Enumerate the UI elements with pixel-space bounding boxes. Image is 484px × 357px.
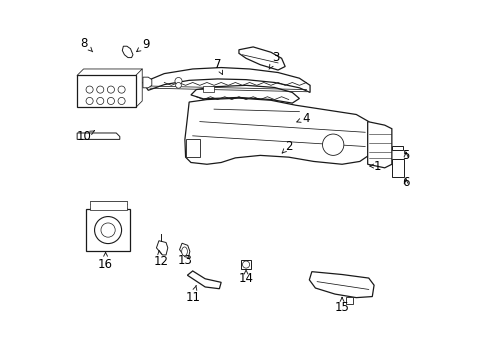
- Polygon shape: [184, 98, 368, 164]
- Polygon shape: [86, 209, 130, 251]
- Circle shape: [118, 97, 125, 105]
- Polygon shape: [122, 46, 133, 57]
- Polygon shape: [77, 133, 120, 139]
- Polygon shape: [187, 271, 221, 289]
- Text: 5: 5: [402, 149, 409, 162]
- Circle shape: [118, 86, 125, 93]
- Text: 15: 15: [334, 297, 349, 314]
- Polygon shape: [240, 260, 251, 269]
- Circle shape: [107, 97, 114, 105]
- Polygon shape: [90, 201, 127, 210]
- Polygon shape: [156, 241, 167, 255]
- Circle shape: [96, 97, 104, 105]
- Circle shape: [86, 97, 93, 105]
- Text: 7: 7: [213, 58, 222, 75]
- Text: 16: 16: [98, 252, 113, 271]
- Circle shape: [242, 261, 249, 268]
- Text: 13: 13: [178, 248, 193, 267]
- Text: 8: 8: [80, 37, 92, 52]
- Polygon shape: [185, 139, 199, 157]
- Text: 1: 1: [369, 160, 380, 172]
- Text: 2: 2: [282, 140, 292, 153]
- Polygon shape: [391, 146, 402, 150]
- Polygon shape: [77, 75, 136, 107]
- Text: 6: 6: [402, 176, 409, 188]
- Polygon shape: [191, 85, 299, 103]
- Circle shape: [101, 223, 115, 237]
- Text: 11: 11: [185, 286, 200, 304]
- Polygon shape: [367, 122, 391, 168]
- Polygon shape: [143, 67, 309, 92]
- Polygon shape: [345, 297, 352, 304]
- Text: 3: 3: [269, 51, 279, 69]
- Text: 14: 14: [238, 270, 253, 285]
- Circle shape: [94, 217, 121, 243]
- Text: 4: 4: [296, 111, 310, 125]
- Text: 9: 9: [136, 37, 150, 52]
- Text: 12: 12: [153, 251, 168, 267]
- Circle shape: [322, 134, 343, 155]
- Text: 10: 10: [76, 130, 94, 143]
- Circle shape: [175, 77, 182, 85]
- Polygon shape: [203, 86, 213, 92]
- Ellipse shape: [182, 247, 187, 256]
- Polygon shape: [143, 77, 151, 88]
- Polygon shape: [179, 243, 189, 257]
- Circle shape: [175, 82, 181, 88]
- Polygon shape: [309, 272, 373, 298]
- Circle shape: [107, 86, 114, 93]
- Circle shape: [86, 86, 93, 93]
- Polygon shape: [391, 159, 404, 177]
- Circle shape: [96, 86, 104, 93]
- Polygon shape: [239, 47, 285, 70]
